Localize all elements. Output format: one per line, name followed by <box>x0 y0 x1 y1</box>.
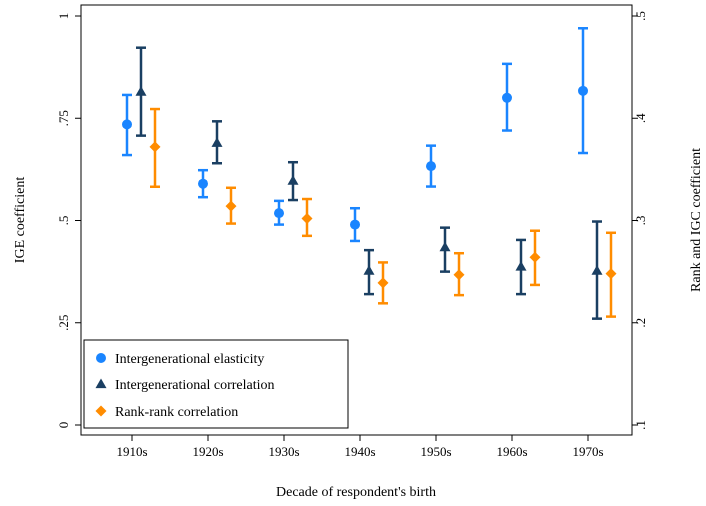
x-axis: 1910s 1920s 1930s 1940s 1950s 1960s 1970s <box>116 435 604 459</box>
legend: Intergenerational elasticity Intergenera… <box>83 339 349 429</box>
x-tick-label: 1910s <box>116 444 147 459</box>
data-point <box>591 265 603 275</box>
left-tick-label: .25 <box>56 315 71 331</box>
data-point <box>453 269 465 281</box>
data-point <box>578 85 588 96</box>
data-point <box>529 251 541 263</box>
data-point <box>515 261 527 271</box>
right-tick-label: .3 <box>633 216 648 226</box>
data-point <box>605 268 617 280</box>
left-tick-label: 0 <box>56 422 71 429</box>
legend-label-rank: Rank-rank correlation <box>115 405 238 420</box>
legend-label-igc: Intergenerational correlation <box>115 378 275 393</box>
y-axis-right-title: Rank and IGC coefficient <box>689 148 704 292</box>
data-point <box>198 178 208 189</box>
x-tick-label: 1950s <box>420 444 451 459</box>
legend-label-ige: Intergenerational elasticity <box>115 352 264 367</box>
data-point <box>377 277 389 289</box>
left-axis: 0 .25 .5 .75 1 <box>56 13 81 429</box>
right-tick-label: .1 <box>633 420 648 430</box>
x-axis-title: Decade of respondent's birth <box>276 485 436 500</box>
x-tick-label: 1970s <box>572 444 603 459</box>
x-tick-label: 1920s <box>192 444 223 459</box>
data-point <box>502 92 512 103</box>
x-tick-label: 1930s <box>268 444 299 459</box>
left-tick-label: .5 <box>56 216 71 226</box>
data-point <box>363 265 375 275</box>
data-point <box>426 161 436 172</box>
data-point <box>122 119 132 130</box>
right-axis: .1 .2 .3 .4 .5 <box>632 11 648 430</box>
right-tick-label: .2 <box>633 318 648 328</box>
data-point <box>211 137 223 147</box>
data-point <box>350 219 360 230</box>
y-axis-left-title: IGE coefficient <box>13 177 28 264</box>
left-tick-label: .75 <box>56 110 71 126</box>
left-tick-label: 1 <box>56 13 71 20</box>
legend-marker <box>95 405 107 417</box>
data-point <box>135 86 147 96</box>
right-tick-label: .4 <box>633 113 648 123</box>
x-tick-label: 1960s <box>496 444 527 459</box>
legend-marker <box>95 378 107 389</box>
data-point <box>439 241 451 252</box>
right-tick-label: .5 <box>633 11 648 21</box>
legend-marker <box>96 353 106 363</box>
data-point <box>287 175 299 185</box>
data-marks <box>122 27 617 320</box>
legend-box <box>83 339 349 429</box>
data-point <box>301 212 313 224</box>
x-tick-label: 1940s <box>344 444 375 459</box>
data-point <box>274 208 284 219</box>
data-point <box>225 200 237 212</box>
data-point <box>149 141 161 153</box>
